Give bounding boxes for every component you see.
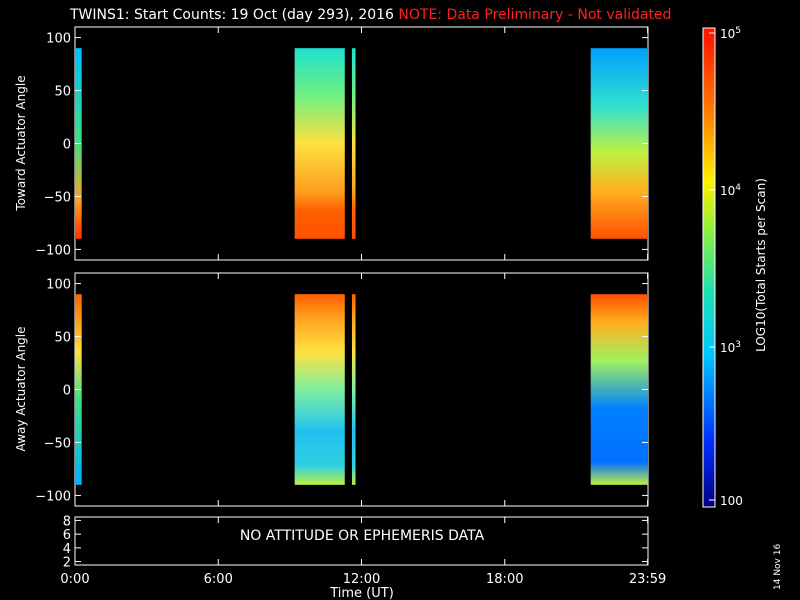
y-tick-label: 50 bbox=[54, 85, 71, 100]
y-tick-label: 0 bbox=[63, 138, 71, 153]
away-heatmap bbox=[75, 294, 648, 485]
colorbar-label: LOG10(Total Starts per Scan) bbox=[754, 178, 768, 352]
heatmap-block bbox=[294, 48, 345, 239]
y-tick-label: 0 bbox=[63, 384, 71, 399]
x-tick-label: 6:00 bbox=[204, 572, 233, 587]
heatmap-block bbox=[351, 294, 356, 485]
y-tick-label: 6 bbox=[63, 528, 71, 543]
y-tick-label: 50 bbox=[54, 331, 71, 346]
colorbar-tick-label: 100 bbox=[720, 494, 743, 508]
colorbar-ticks: 105 104 103 100 bbox=[709, 26, 743, 508]
colorbar-tick-label: 105 bbox=[720, 26, 741, 41]
heatmap-block bbox=[590, 48, 648, 239]
chart-title: TWINS1: Start Counts: 19 Oct (day 293), … bbox=[70, 7, 671, 23]
y-tick-label: 8 bbox=[63, 514, 71, 529]
colorbar bbox=[702, 27, 716, 508]
colorbar-tick-label: 104 bbox=[720, 183, 741, 198]
y-tick-label: −50 bbox=[44, 190, 71, 205]
x-axis-title: Time (UT) bbox=[329, 586, 394, 600]
heatmap-block bbox=[294, 294, 345, 485]
heatmap-block bbox=[351, 48, 356, 239]
no-data-message: NO ATTITUDE OR EPHEMERIS DATA bbox=[240, 528, 485, 544]
toward-ylabel: Toward Actuator Angle bbox=[14, 75, 28, 211]
away-panel-frame bbox=[74, 272, 649, 507]
colorbar-tick-label: 103 bbox=[720, 340, 741, 355]
y-tick-label: −50 bbox=[44, 436, 71, 451]
title-note: NOTE: Data Preliminary - Not validated bbox=[398, 7, 672, 23]
x-tick-label: 18:00 bbox=[486, 572, 523, 587]
toward-panel-frame bbox=[74, 26, 649, 261]
x-tick-label: 0:00 bbox=[60, 572, 89, 587]
y-tick-label: −100 bbox=[35, 243, 71, 258]
y-tick-label: 100 bbox=[46, 278, 71, 293]
y-tick-label: 100 bbox=[46, 32, 71, 47]
away-ylabel: Away Actuator Angle bbox=[14, 326, 28, 451]
y-tick-label: 4 bbox=[63, 542, 71, 557]
y-tick-label: 2 bbox=[63, 556, 71, 571]
heatmap-block bbox=[590, 294, 648, 485]
y-tick-label: −100 bbox=[35, 489, 71, 504]
x-tick-label: 23:59 bbox=[629, 572, 666, 587]
toward-heatmap bbox=[75, 48, 648, 239]
title-main: TWINS1: Start Counts: 19 Oct (day 293), … bbox=[70, 7, 394, 23]
x-tick-label: 12:00 bbox=[343, 572, 380, 587]
